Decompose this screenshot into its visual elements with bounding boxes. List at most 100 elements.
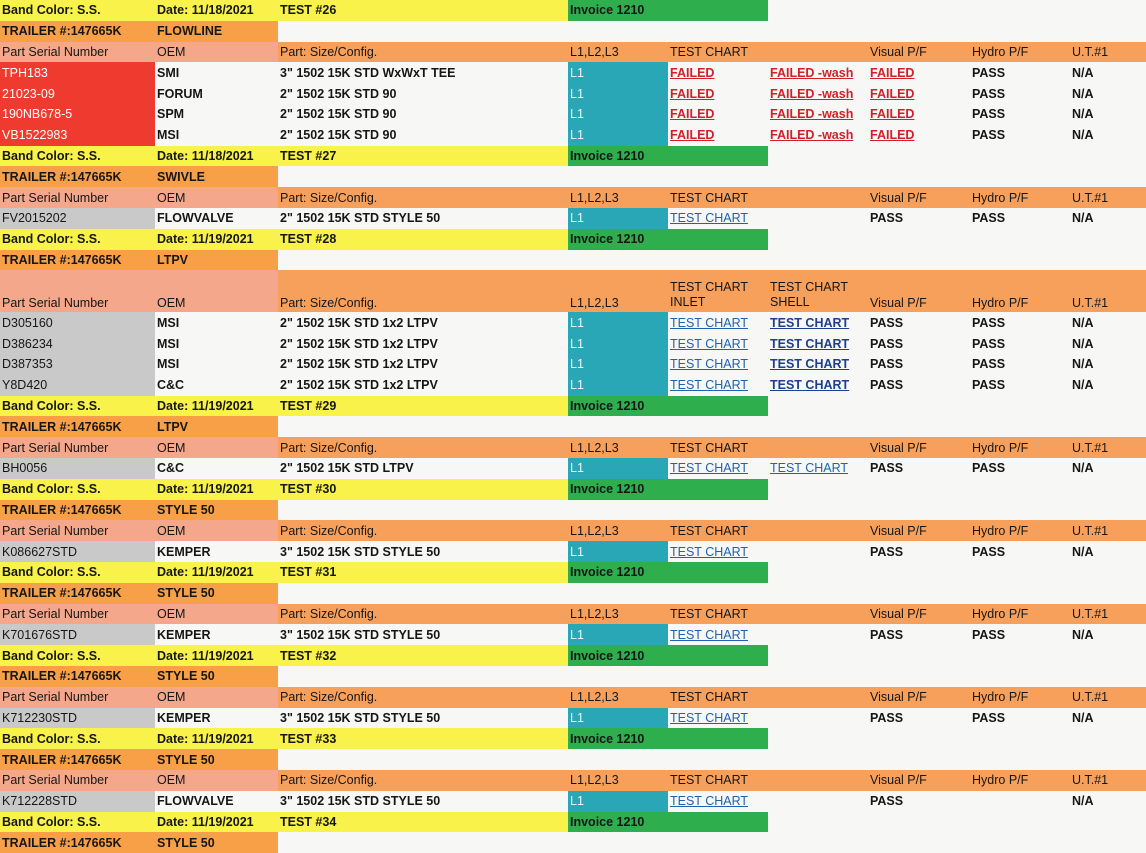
test-number-cell: TEST #29 <box>278 395 568 417</box>
oem-cell: FLOWVALVE <box>157 211 234 226</box>
header-hydro: Hydro P/F <box>972 440 1029 455</box>
invoice-cell: Invoice 1210 <box>568 728 768 750</box>
ut-cell: N/A <box>1072 336 1094 351</box>
failed-wash-link[interactable]: FAILED -wash <box>770 86 854 101</box>
header-level: L1,L2,L3 <box>570 440 619 455</box>
failed-link[interactable]: FAILED <box>670 65 715 80</box>
header-visual: Visual P/F <box>870 44 927 59</box>
header-hydro: Hydro P/F <box>972 773 1029 788</box>
visual-result[interactable]: FAILED <box>870 65 915 80</box>
header-part: Part: Size/Config. <box>280 190 378 205</box>
serial-cell: K701676STD <box>0 624 155 646</box>
visual-result[interactable]: FAILED <box>870 128 915 143</box>
column-header-row: Part Serial Number OEM Part: Size/Config. L… <box>0 270 1146 313</box>
header-ut: U.T.#1 <box>1072 690 1109 705</box>
test-number-cell: TEST #34 <box>278 811 568 833</box>
table-row: VB1522983 MSI 2" 1502 15K STD 90 L1 FAILED FA… <box>0 124 1146 146</box>
visual-cell: PASS <box>868 708 970 729</box>
test-chart-shell-link[interactable]: TEST CHART <box>770 461 849 476</box>
level-cell: L1 <box>568 333 668 354</box>
table-row: D387353 MSI 2" 1502 15K STD 1x2 LTPV L1 TEST… <box>0 354 1146 375</box>
trailer-row: TRAILER #:147665K LTPV <box>0 249 1146 271</box>
header-serial: Part Serial Number <box>0 603 155 625</box>
header-blank <box>768 770 868 791</box>
column-header-row: Part Serial Number OEM Part: Size/Config. L… <box>0 770 1146 791</box>
visual-result[interactable]: FAILED <box>870 107 915 122</box>
visual-result: PASS <box>870 378 904 393</box>
header-oem: OEM <box>155 41 278 63</box>
test-chart-link[interactable]: TEST CHART <box>670 461 749 476</box>
header-visual: Visual P/F <box>870 523 927 538</box>
serial-cell: VB1522983 <box>0 124 155 146</box>
band-color-cell: Band Color: S.S. <box>0 728 155 750</box>
test-chart-cell: TEST CHART <box>668 791 768 812</box>
header-serial: Part Serial Number <box>0 437 155 458</box>
serial-cell: D305160 <box>0 312 155 334</box>
ut-cell: N/A <box>1072 128 1094 143</box>
header-part: Part: Size/Config. <box>280 296 378 311</box>
header-test-chart-shell: TEST CHART SHELL <box>768 270 868 312</box>
date-cell: Date: 11/18/2021 <box>155 145 278 167</box>
table-row: K086627STD KEMPER 3" 1502 15K STD STYLE 50… <box>0 541 1146 562</box>
test-chart-link[interactable]: TEST CHART <box>670 627 749 642</box>
test-chart-shell-link[interactable]: TEST CHART <box>770 357 850 372</box>
test-chart-link[interactable]: TEST CHART <box>670 794 749 809</box>
hydro-cell: PASS <box>972 65 1006 80</box>
visual-cell: FAILED <box>868 104 970 125</box>
visual-cell: FAILED <box>868 83 970 104</box>
part-cell: 2" 1502 15K STD STYLE 50 <box>280 211 441 226</box>
header-part: Part: Size/Config. <box>280 773 378 788</box>
date-cell: Date: 11/19/2021 <box>155 645 278 666</box>
header-ut: U.T.#1 <box>1072 773 1109 788</box>
failed-wash-link[interactable]: FAILED -wash <box>770 65 854 80</box>
category-cell: STYLE 50 <box>155 582 278 604</box>
oem-cell: SPM <box>157 107 185 122</box>
date-cell: Date: 11/18/2021 <box>155 0 278 21</box>
test-chart-link[interactable]: TEST CHART <box>670 544 749 559</box>
oem-cell: MSI <box>157 357 180 372</box>
failed-wash-link[interactable]: FAILED -wash <box>770 128 854 143</box>
test-chart-cell: FAILED <box>668 62 768 83</box>
test-chart-link[interactable]: TEST CHART <box>670 211 749 226</box>
test-chart-link[interactable]: TEST CHART <box>670 336 749 351</box>
part-cell: 2" 1502 15K STD 1x2 LTPV <box>280 336 438 351</box>
band-row: Band Color: S.S. Date: 11/18/2021 TEST #26… <box>0 0 1146 21</box>
test-chart-link[interactable]: TEST CHART <box>670 315 749 330</box>
test-chart-shell-link[interactable]: TEST CHART <box>770 315 850 330</box>
header-ut: U.T.#1 <box>1072 606 1109 621</box>
visual-result: PASS <box>870 627 904 642</box>
ut-cell: N/A <box>1072 794 1094 809</box>
failed-link[interactable]: FAILED <box>670 86 715 101</box>
test-chart-link[interactable]: TEST CHART <box>670 378 749 393</box>
serial-cell: 21023-09 <box>0 83 155 104</box>
visual-result[interactable]: FAILED <box>870 86 915 101</box>
hydro-cell: PASS <box>972 461 1006 476</box>
test-chart-cell: TEST CHART <box>668 541 768 562</box>
trailer-row: TRAILER #:147665K FLOWLINE <box>0 20 1146 42</box>
test-chart-shell-link[interactable]: TEST CHART <box>770 336 850 351</box>
header-visual: Visual P/F <box>870 773 927 788</box>
level-cell: L1 <box>568 541 668 562</box>
visual-cell: PASS <box>868 354 970 375</box>
header-ut: U.T.#1 <box>1072 296 1109 311</box>
invoice-cell: Invoice 1210 <box>568 562 768 583</box>
test-chart-shell-link[interactable]: TEST CHART <box>770 378 850 393</box>
column-header-row: Part Serial Number OEM Part: Size/Config. L… <box>0 520 1146 542</box>
failed-link[interactable]: FAILED <box>670 107 715 122</box>
column-header-row: Part Serial Number OEM Part: Size/Config. L… <box>0 41 1146 63</box>
header-test-chart: TEST CHART <box>670 690 749 705</box>
category-cell: LTPV <box>155 249 278 271</box>
column-header-row: Part Serial Number OEM Part: Size/Config. L… <box>0 187 1146 208</box>
test-chart-link[interactable]: TEST CHART <box>670 710 749 725</box>
header-line: TEST CHART <box>670 280 749 295</box>
test-chart-cell: FAILED <box>668 125 768 146</box>
part-cell: 2" 1502 15K STD 1x2 LTPV <box>280 315 438 330</box>
test-chart-cell: TEST CHART <box>668 708 768 729</box>
header-level: L1,L2,L3 <box>570 773 619 788</box>
band-row: Band Color: S.S. Date: 11/19/2021 TEST #30… <box>0 478 1146 500</box>
oem-cell: MSI <box>157 315 180 330</box>
failed-link[interactable]: FAILED <box>670 128 715 143</box>
ut-cell: N/A <box>1072 211 1094 226</box>
test-chart-link[interactable]: TEST CHART <box>670 357 749 372</box>
failed-wash-link[interactable]: FAILED -wash <box>770 107 854 122</box>
